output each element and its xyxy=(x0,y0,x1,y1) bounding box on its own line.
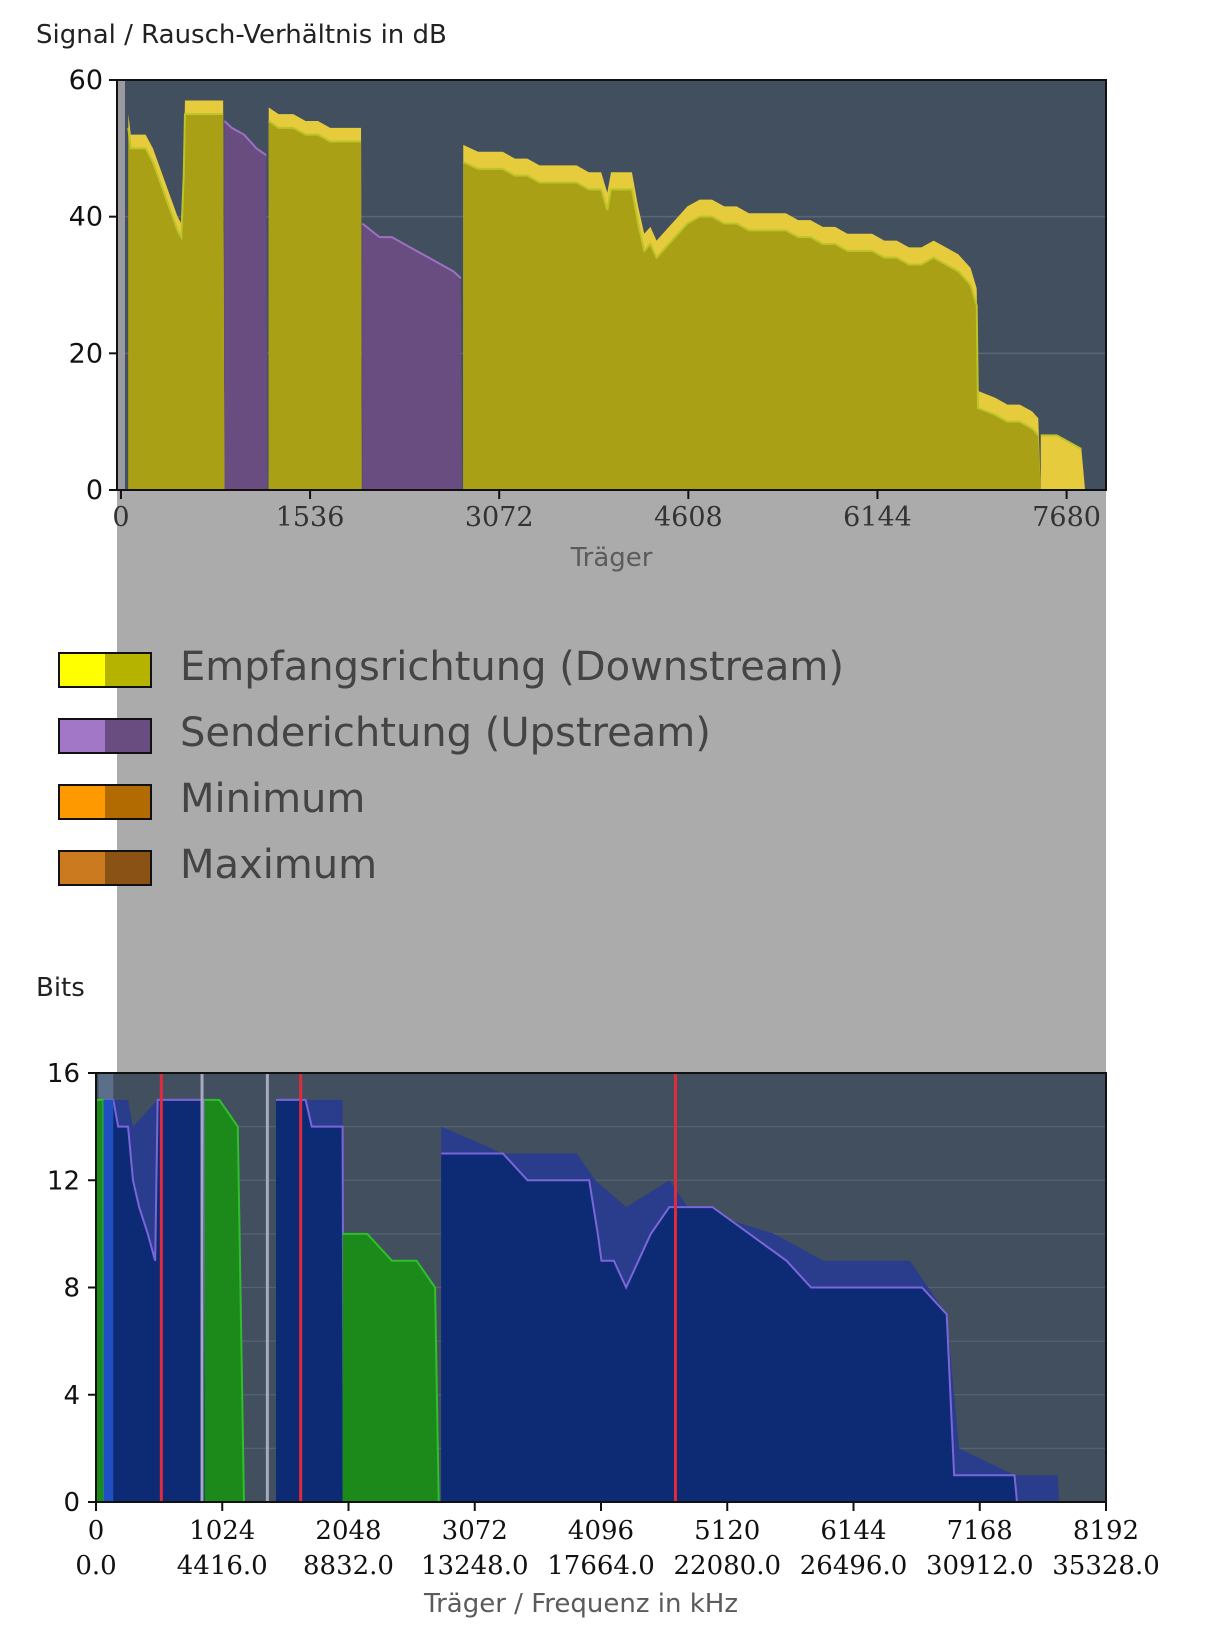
x-tick-label: 5120 xyxy=(694,1516,760,1546)
bits-line xyxy=(204,1098,245,1503)
bits-max-area xyxy=(104,1099,206,1502)
x-tick-label: 7680 xyxy=(1032,502,1101,533)
legend-label-upstream: Senderichtung (Upstream) xyxy=(180,710,711,756)
y-tick-label: 0 xyxy=(86,475,103,506)
x-tick-label-frequency: 17664.0 xyxy=(547,1551,655,1581)
bits-start-blue xyxy=(103,1099,114,1502)
x-tick-label: 6144 xyxy=(843,502,912,533)
downstream-area xyxy=(128,114,225,491)
x-tick-label: 6144 xyxy=(820,1516,886,1546)
legend-swatch-maximum xyxy=(58,850,152,886)
bits-downstream-area xyxy=(104,1099,206,1502)
x-tick-label: 8192 xyxy=(1073,1516,1139,1546)
y-tick-label: 20 xyxy=(69,338,103,369)
x-tick-label-frequency: 26496.0 xyxy=(800,1551,908,1581)
y-tick-label: 40 xyxy=(69,202,103,233)
upstream-line xyxy=(223,120,267,156)
x-tick-label: 4096 xyxy=(568,1516,634,1546)
x-axis-label: Träger xyxy=(570,543,653,573)
downstream-area xyxy=(268,121,362,490)
bits-line xyxy=(104,1098,207,1503)
x-tick-label: 0 xyxy=(88,1516,105,1546)
downstream-line xyxy=(462,161,1040,437)
left-edge-band xyxy=(117,80,125,490)
x-tick-label: 1536 xyxy=(276,502,345,533)
bits-downstream-area xyxy=(276,1099,344,1502)
legend-label-downstream: Empfangsrichtung (Downstream) xyxy=(180,644,844,690)
upstream-line xyxy=(361,222,462,279)
x-tick-label-frequency: 13248.0 xyxy=(421,1551,529,1581)
legend-swatch-downstream xyxy=(58,652,152,688)
top-chart-title: Signal / Rausch-Verhältnis in dB xyxy=(36,20,447,50)
x-tick-label: 7168 xyxy=(947,1516,1013,1546)
start-band xyxy=(98,1073,114,1100)
y-tick-label: 0 xyxy=(63,1488,80,1518)
x-tick-label: 0 xyxy=(112,502,129,533)
upstream-area xyxy=(224,121,268,490)
x-tick-label: 2048 xyxy=(315,1516,381,1546)
x-tick-label-frequency: 35328.0 xyxy=(1052,1551,1160,1581)
y-tick-label: 60 xyxy=(69,65,103,96)
x-tick-label-frequency: 8832.0 xyxy=(303,1551,394,1581)
bits-upstream-area xyxy=(342,1233,439,1502)
x-tick-label: 1024 xyxy=(189,1516,255,1546)
x-tick-label-frequency: 4416.0 xyxy=(177,1551,268,1581)
y-tick-label: 12 xyxy=(47,1166,80,1196)
legend-swatch-upstream xyxy=(58,718,152,754)
x-tick-label: 3072 xyxy=(465,502,534,533)
x-tick-label: 3072 xyxy=(442,1516,508,1546)
bits-max-area xyxy=(441,1126,1059,1502)
bits-line xyxy=(441,1152,1058,1503)
x-tick-label-frequency: 0.0 xyxy=(75,1551,116,1581)
bits-max-area xyxy=(276,1099,344,1502)
legend-label-minimum: Minimum xyxy=(180,776,366,822)
bits-upstream-area xyxy=(96,1099,105,1502)
y-tick-label: 8 xyxy=(63,1274,80,1304)
x-tick-label-frequency: 22080.0 xyxy=(673,1551,781,1581)
x-tick-label-frequency: 30912.0 xyxy=(926,1551,1034,1581)
bits-downstream-area xyxy=(441,1153,1058,1502)
downstream-line xyxy=(268,120,362,143)
bits-line xyxy=(96,1098,106,1503)
plot-area xyxy=(96,1073,1106,1502)
snr-chart: 0 20 40 60 0 1536 3072 4608 6144 7680 Träger xyxy=(69,65,1107,573)
legend-swatch-minimum xyxy=(58,784,152,820)
x-tick-label: 4608 xyxy=(654,502,723,533)
downstream-area xyxy=(1040,435,1086,490)
plot-frame xyxy=(95,1072,1107,1503)
y-tick-label: 4 xyxy=(63,1381,80,1411)
downstream-area xyxy=(463,162,1041,490)
plot-frame xyxy=(116,79,1107,491)
downstream-line xyxy=(127,113,224,241)
y-tick-label: 16 xyxy=(47,1059,80,1089)
bits-line xyxy=(276,1098,345,1503)
bits-upstream-area xyxy=(204,1099,244,1502)
legend-label-maximum: Maximum xyxy=(180,842,378,888)
bottom-chart-title: Bits xyxy=(36,973,85,1003)
bits-line xyxy=(342,1232,440,1503)
downstream-line xyxy=(1040,434,1082,450)
x-axis-label: Träger / Frequenz in kHz xyxy=(423,1589,738,1619)
upstream-area xyxy=(362,223,463,490)
